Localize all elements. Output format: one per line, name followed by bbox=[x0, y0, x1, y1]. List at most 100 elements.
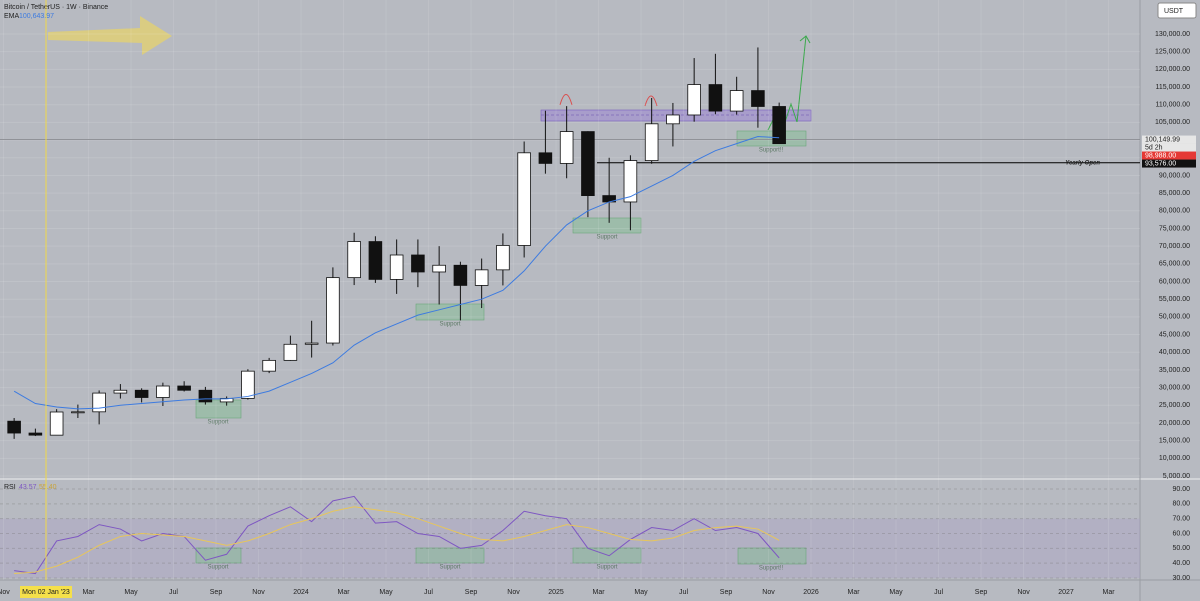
y-tick-label: 90.00 bbox=[1172, 486, 1190, 493]
x-tick-label: Nov bbox=[0, 589, 10, 596]
y-tick-label: 65,000.00 bbox=[1159, 261, 1190, 268]
y-tick-label: 30,000.00 bbox=[1159, 384, 1190, 391]
candle-body bbox=[538, 152, 553, 164]
rsi-band bbox=[0, 518, 1140, 578]
y-tick-label: 40,000.00 bbox=[1159, 349, 1190, 356]
candle-body bbox=[623, 160, 638, 203]
x-tick-label: Jul bbox=[169, 589, 178, 596]
y-tick-label: 20,000.00 bbox=[1159, 420, 1190, 427]
candle-body bbox=[156, 385, 170, 398]
y-tick-label: 25,000.00 bbox=[1159, 402, 1190, 409]
x-tick-label: May bbox=[634, 589, 648, 596]
support-zone bbox=[737, 547, 807, 565]
candle-body bbox=[326, 277, 340, 344]
x-tick-label: 2025 bbox=[548, 589, 564, 596]
y-tick-label: 115,000.00 bbox=[1155, 84, 1190, 91]
x-tick-label: Jul bbox=[934, 589, 943, 596]
annotation: Support bbox=[596, 565, 617, 571]
candle-body bbox=[644, 123, 659, 161]
currency-button[interactable] bbox=[1157, 2, 1197, 19]
support-zone bbox=[195, 399, 242, 419]
y-tick-label: 45,000.00 bbox=[1159, 331, 1190, 338]
x-tick-label: Mar bbox=[592, 589, 605, 596]
y-tick-label: 10,000.00 bbox=[1159, 455, 1190, 462]
y-tick-label: 70.00 bbox=[1172, 516, 1190, 523]
x-tick-label: Mar bbox=[82, 589, 95, 596]
y-tick-label: 50,000.00 bbox=[1159, 314, 1190, 321]
x-tick-label: 2026 bbox=[803, 589, 819, 596]
candle-body bbox=[283, 343, 298, 361]
x-tick-label: Nov bbox=[762, 589, 775, 596]
y-tick-label: 75,000.00 bbox=[1159, 225, 1190, 232]
x-tick-label: Sep bbox=[720, 589, 733, 596]
price-label-box bbox=[1142, 159, 1196, 168]
candle-body bbox=[708, 84, 723, 112]
candle-body bbox=[347, 241, 361, 279]
candle-body bbox=[453, 264, 468, 286]
x-tick-label: Nov bbox=[252, 589, 265, 596]
y-tick-label: 120,000.00 bbox=[1155, 66, 1190, 73]
y-tick-label: 85,000.00 bbox=[1159, 190, 1190, 197]
candle-body bbox=[241, 370, 255, 399]
ema-line bbox=[13, 136, 780, 410]
y-tick-label: 105,000.00 bbox=[1155, 119, 1190, 126]
candle-body bbox=[496, 245, 510, 271]
annotation: Support bbox=[439, 322, 460, 328]
top-arc bbox=[559, 94, 573, 106]
x-tick-label: Jul bbox=[679, 589, 688, 596]
annotation: Support bbox=[207, 420, 228, 426]
candle-body bbox=[198, 389, 213, 403]
candle-body bbox=[134, 389, 149, 398]
candle-body bbox=[368, 241, 383, 280]
support-zone bbox=[572, 217, 642, 234]
x-tick-label: May bbox=[124, 589, 138, 596]
candle-body bbox=[177, 385, 191, 391]
y-tick-label: 60,000.00 bbox=[1159, 278, 1190, 285]
y-tick-label: 130,000.00 bbox=[1155, 31, 1190, 38]
x-tick-label: Mar bbox=[1103, 589, 1116, 596]
rsi-line bbox=[14, 495, 780, 575]
candle-body bbox=[517, 152, 531, 246]
projection-arrowhead bbox=[799, 35, 811, 44]
candle-body bbox=[49, 411, 64, 436]
candle-body bbox=[304, 342, 319, 345]
candle-body bbox=[687, 84, 701, 116]
y-tick-label: 30.00 bbox=[1172, 575, 1190, 582]
price-label: 98,988.00 bbox=[1145, 152, 1176, 159]
candle-body bbox=[262, 359, 276, 372]
yearly-open-label: Yearly Open bbox=[1065, 160, 1100, 166]
x-tick-label: Nov bbox=[1017, 589, 1030, 596]
crosshair-label: Mon 02 Jan '23 bbox=[22, 589, 70, 596]
rsi-ma-value: 55.40 bbox=[39, 484, 57, 491]
annotation: Support bbox=[207, 565, 228, 571]
y-tick-label: 110,000.00 bbox=[1155, 102, 1190, 109]
rsi-line bbox=[14, 506, 780, 575]
x-tick-label: May bbox=[889, 589, 903, 596]
x-tick-label: Nov bbox=[507, 589, 520, 596]
candle-body bbox=[28, 432, 43, 436]
y-tick-label: 80.00 bbox=[1172, 501, 1190, 508]
countdown-box bbox=[1142, 143, 1196, 152]
yellow-arrow bbox=[48, 16, 172, 55]
x-tick-label: Mar bbox=[337, 589, 350, 596]
countdown: 5d 2h bbox=[1145, 144, 1163, 151]
candle-body bbox=[7, 420, 21, 434]
x-tick-label: Jul bbox=[424, 589, 433, 596]
candle-body bbox=[389, 254, 404, 280]
x-tick-label: Mar bbox=[848, 589, 861, 596]
crosshair-label-box bbox=[20, 586, 73, 598]
ema-label: EMA bbox=[4, 13, 20, 20]
support-zone bbox=[195, 547, 242, 564]
currency-label: USDT bbox=[1164, 8, 1184, 15]
x-tick-label: May bbox=[379, 589, 393, 596]
candle-body bbox=[113, 389, 128, 394]
y-tick-label: 35,000.00 bbox=[1159, 367, 1190, 374]
annotation: Support bbox=[596, 235, 617, 241]
top-arc bbox=[644, 95, 658, 107]
y-tick-label: 15,000.00 bbox=[1159, 437, 1190, 444]
candle-body bbox=[474, 269, 489, 286]
price-label-box bbox=[1142, 151, 1196, 160]
y-tick-label: 70,000.00 bbox=[1159, 243, 1190, 250]
